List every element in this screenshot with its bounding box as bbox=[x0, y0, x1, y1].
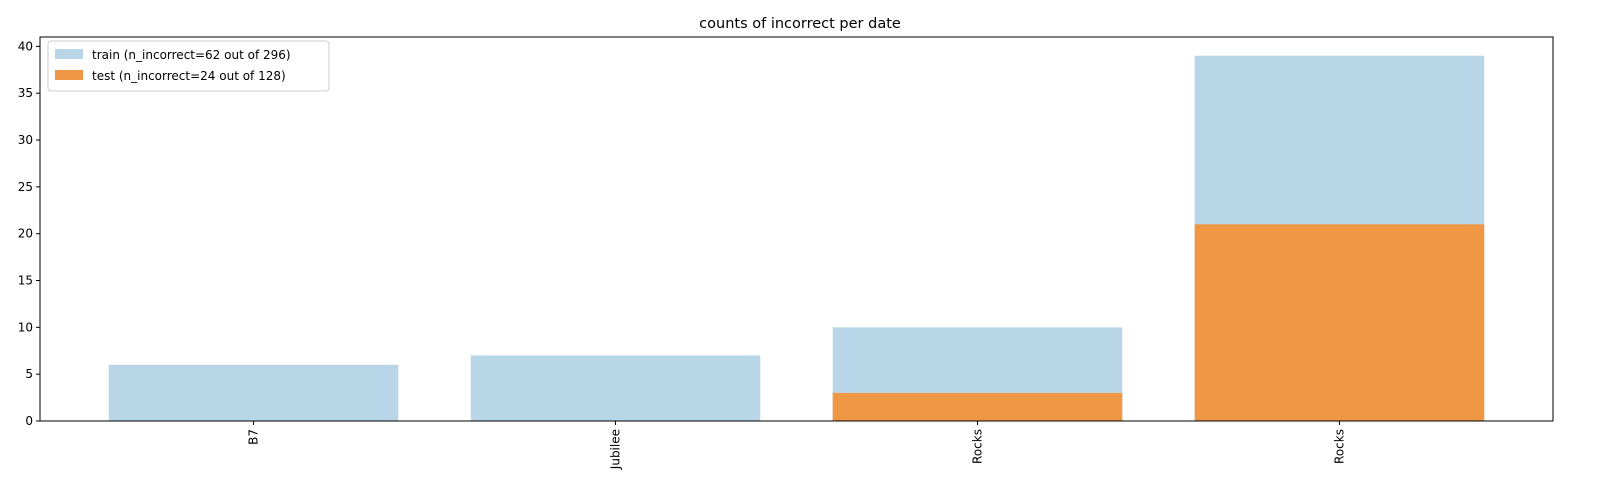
y-tick-label: 25 bbox=[18, 180, 33, 194]
x-tick-label: Rocks bbox=[970, 429, 984, 464]
x-tick-label: Jubilee bbox=[609, 429, 623, 470]
chart-title: counts of incorrect per date bbox=[699, 16, 901, 32]
bar-test-3 bbox=[1194, 224, 1485, 421]
legend: train (n_incorrect=62 out of 296) test (n… bbox=[47, 40, 330, 92]
y-tick-label: 5 bbox=[25, 367, 33, 381]
bar-train-0 bbox=[108, 364, 399, 421]
y-tick-label: 30 bbox=[18, 133, 33, 147]
legend-box bbox=[47, 40, 330, 92]
y-tick-label: 10 bbox=[18, 320, 33, 334]
x-tick-label: B7 bbox=[247, 429, 261, 445]
bar-test-2 bbox=[832, 392, 1123, 421]
legend-swatch-test bbox=[55, 70, 83, 80]
legend-label-test: test (n_incorrect=24 out of 128) bbox=[92, 69, 286, 83]
y-tick-label: 35 bbox=[18, 86, 33, 100]
legend-label-train: train (n_incorrect=62 out of 296) bbox=[92, 48, 291, 62]
legend-swatch-train bbox=[55, 49, 83, 59]
x-tick-label: Rocks bbox=[1332, 429, 1346, 464]
y-tick-label: 40 bbox=[18, 39, 33, 53]
plot-frame bbox=[39, 36, 1554, 422]
y-tick-label: 20 bbox=[18, 227, 33, 241]
bar-train-1 bbox=[470, 355, 761, 421]
bars-layer bbox=[108, 55, 1485, 421]
y-tick-label: 15 bbox=[18, 274, 33, 288]
axes: 0 5 10 15 20 25 30 35 40 B7 Jubilee Rocks Rocks bbox=[18, 36, 1554, 470]
y-tick-label: 0 bbox=[25, 414, 33, 428]
